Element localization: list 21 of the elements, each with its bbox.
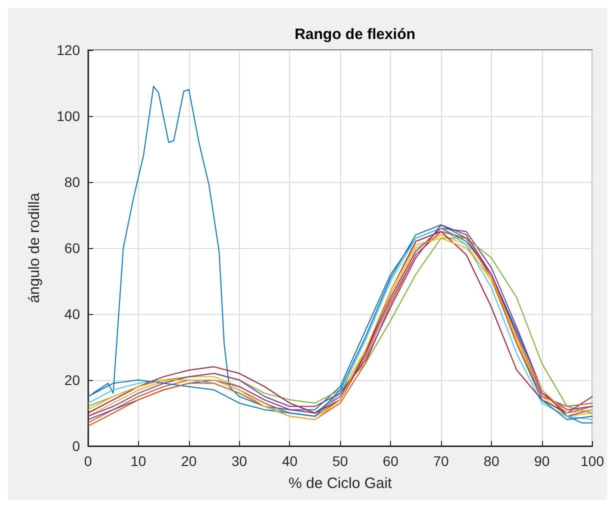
y-tick-label: 80 (64, 174, 80, 190)
x-tick-label: 80 (484, 453, 500, 469)
x-tick-label: 60 (382, 453, 399, 469)
x-tick-label: 30 (232, 453, 248, 469)
y-tick-label: 100 (56, 108, 80, 124)
x-tick-label: 10 (130, 453, 146, 469)
x-tick-label: 0 (84, 453, 92, 469)
x-tick-label: 100 (580, 453, 604, 469)
x-tick-label: 50 (332, 453, 348, 469)
x-tick-label: 40 (282, 453, 298, 469)
x-tick-label: 20 (181, 453, 197, 469)
x-axis-title: % de Ciclo Gait (288, 475, 393, 492)
chart-title: Rango de flexión (294, 26, 416, 43)
x-tick-label: 90 (534, 453, 550, 469)
y-tick-label: 40 (64, 306, 80, 322)
y-tick-label: 0 (72, 438, 80, 454)
x-tick-label: 70 (433, 453, 450, 469)
y-tick-label: 20 (64, 372, 80, 388)
y-axis-title: ángulo de rodilla (26, 192, 43, 304)
y-tick-label: 60 (64, 240, 80, 256)
y-tick-label: 120 (56, 42, 80, 58)
